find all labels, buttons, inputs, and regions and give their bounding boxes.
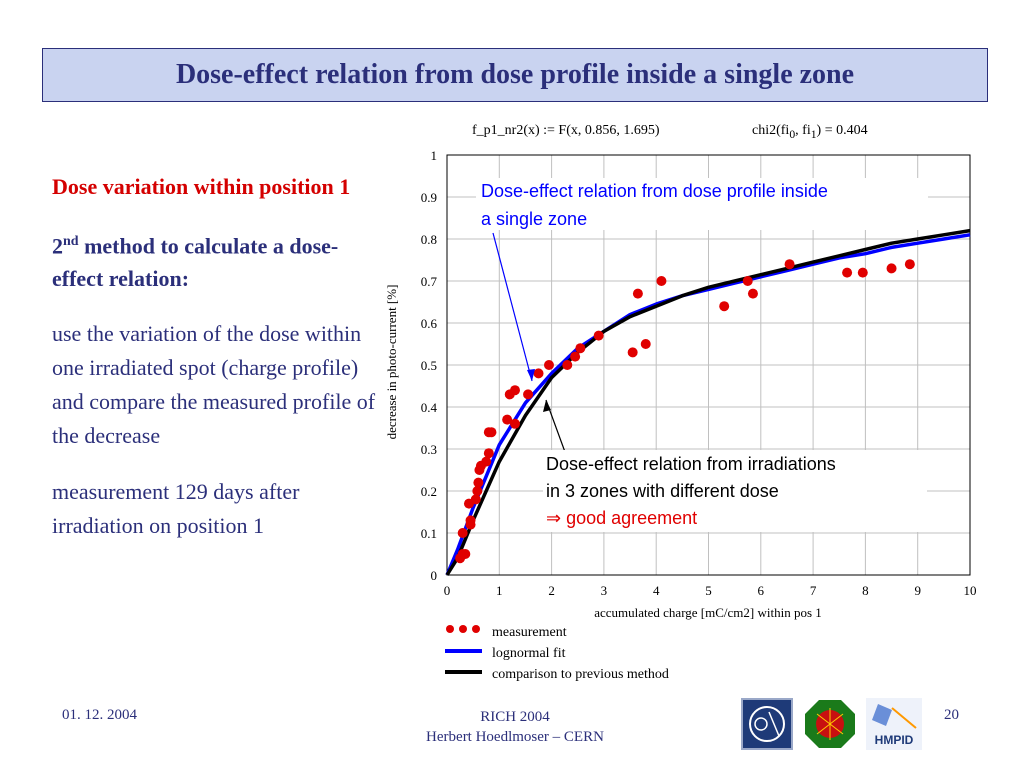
footer-page-number: 20 bbox=[944, 707, 959, 724]
measurement-point bbox=[842, 268, 852, 278]
x-tick-label: 8 bbox=[862, 583, 869, 598]
measurement-point bbox=[472, 486, 482, 496]
y-tick-label: 0.5 bbox=[421, 358, 437, 373]
blue-label-line1: Dose-effect relation from dose profile i… bbox=[481, 181, 828, 201]
measurement-point bbox=[473, 478, 483, 488]
hmpid-logo-text: HMPID bbox=[875, 733, 914, 747]
footer-center: RICH 2004 Herbert Hoedlmoser – CERN bbox=[370, 707, 660, 747]
alice-logo-icon bbox=[803, 698, 857, 750]
cern-logo bbox=[741, 698, 793, 750]
measurement-point bbox=[471, 494, 481, 504]
y-tick-label: 0.2 bbox=[421, 484, 437, 499]
measurement-point bbox=[534, 368, 544, 378]
x-tick-label: 6 bbox=[758, 583, 765, 598]
black-label-line1: Dose-effect relation from irradiations bbox=[546, 454, 836, 474]
measurement-point bbox=[460, 549, 470, 559]
y-tick-labels: 0 0.1 0.2 0.3 0.4 0.5 0.6 0.7 0.8 0.9 1 bbox=[421, 148, 438, 583]
legend-lognormal-label: lognormal fit bbox=[492, 646, 566, 661]
hmpid-logo: HMPID bbox=[866, 698, 922, 750]
measurement-point bbox=[510, 419, 520, 429]
blue-label-line2: a single zone bbox=[481, 209, 587, 229]
measurement-point bbox=[633, 289, 643, 299]
measurement-point bbox=[905, 259, 915, 269]
measurement-point bbox=[743, 276, 753, 286]
legend-comparison-label: comparison to previous method bbox=[492, 667, 669, 682]
measurement-point bbox=[858, 268, 868, 278]
measurement-point bbox=[719, 301, 729, 311]
alice-logo bbox=[803, 698, 857, 750]
x-tick-labels: 0 1 2 3 4 5 6 7 8 9 10 bbox=[444, 583, 977, 598]
measurement-point bbox=[570, 352, 580, 362]
hmpid-logo-icon: HMPID bbox=[866, 698, 922, 750]
y-tick-label: 0.6 bbox=[421, 316, 438, 331]
measurement-point bbox=[628, 347, 638, 357]
y-tick-label: 0.7 bbox=[421, 274, 438, 289]
legend-measurement-marker bbox=[446, 625, 454, 633]
x-tick-label: 3 bbox=[601, 583, 608, 598]
legend-measurement-marker bbox=[472, 625, 480, 633]
y-tick-label: 0.9 bbox=[421, 190, 437, 205]
footer-date: 01. 12. 2004 bbox=[62, 707, 137, 724]
y-tick-label: 0.8 bbox=[421, 232, 437, 247]
measurement-point bbox=[785, 259, 795, 269]
footer-conference: RICH 2004 bbox=[370, 707, 660, 727]
x-tick-label: 5 bbox=[705, 583, 712, 598]
x-tick-label: 4 bbox=[653, 583, 660, 598]
measurement-point bbox=[748, 289, 758, 299]
dose-effect-chart: 0 1 2 3 4 5 6 7 8 9 10 0 0.1 0.2 0.3 0.4 0.5 0.6 0.7 0.8 0.… bbox=[0, 0, 1024, 700]
x-tick-label: 7 bbox=[810, 583, 817, 598]
measurement-point bbox=[466, 515, 476, 525]
black-label-line2: in 3 zones with different dose bbox=[546, 481, 779, 501]
y-tick-label: 0.4 bbox=[421, 400, 438, 415]
measurement-point bbox=[523, 389, 533, 399]
footer-author: Herbert Hoedlmoser – CERN bbox=[370, 727, 660, 747]
x-tick-label: 10 bbox=[964, 583, 977, 598]
legend-measurement-marker bbox=[459, 625, 467, 633]
measurement-point bbox=[510, 385, 520, 395]
x-tick-label: 2 bbox=[548, 583, 555, 598]
y-tick-label: 1 bbox=[431, 148, 438, 163]
x-axis-label: accumulated charge [mC/cm2] within pos 1 bbox=[594, 605, 822, 620]
x-tick-label: 1 bbox=[496, 583, 503, 598]
y-axis-label: decrease in photo-current [%] bbox=[384, 285, 399, 440]
measurement-point bbox=[594, 331, 604, 341]
measurement-point bbox=[575, 343, 585, 353]
measurement-point bbox=[484, 448, 494, 458]
y-tick-label: 0.1 bbox=[421, 526, 437, 541]
y-tick-label: 0 bbox=[431, 568, 438, 583]
measurement-point bbox=[486, 427, 496, 437]
measurement-point bbox=[656, 276, 666, 286]
measurement-point bbox=[887, 263, 897, 273]
measurement-point bbox=[562, 360, 572, 370]
x-tick-label: 9 bbox=[914, 583, 921, 598]
y-tick-label: 0.3 bbox=[421, 442, 437, 457]
measurement-point bbox=[544, 360, 554, 370]
measurement-point bbox=[641, 339, 651, 349]
x-tick-label: 0 bbox=[444, 583, 451, 598]
agreement-label: ⇒ good agreement bbox=[546, 508, 697, 528]
legend-measurement-label: measurement bbox=[492, 625, 567, 640]
measurement-point bbox=[458, 528, 468, 538]
cern-logo-icon bbox=[743, 700, 791, 748]
